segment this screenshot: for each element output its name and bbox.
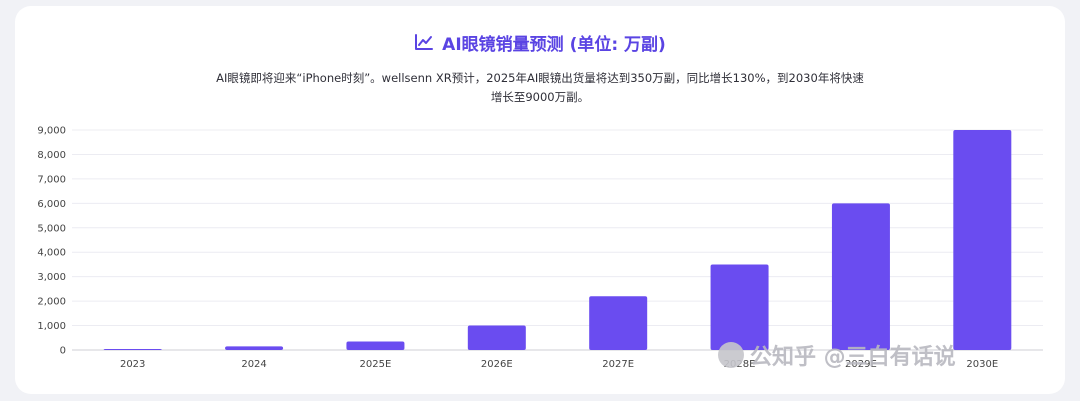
x-tick-label: 2030E <box>966 359 998 370</box>
x-tick-label: 2023 <box>120 359 145 370</box>
bar <box>467 325 526 350</box>
y-tick-label: 9,000 <box>37 126 66 137</box>
y-tick-label: 1,000 <box>37 321 66 332</box>
subtitle-line-1: AI眼镜即将迎来“iPhone时刻”。wellsenn XR预计，2025年AI… <box>216 71 864 85</box>
y-tick-label: 6,000 <box>37 199 66 210</box>
y-tick-label: 2,000 <box>37 297 66 308</box>
watermark-logo-icon <box>718 342 744 368</box>
x-tick-label: 2025E <box>360 359 392 370</box>
bar <box>589 296 648 350</box>
bar <box>346 341 405 350</box>
bar <box>103 349 162 350</box>
watermark-text: 公知乎 @三白有话说 <box>750 345 956 370</box>
y-tick-label: 4,000 <box>37 248 66 259</box>
y-tick-label: 0 <box>60 346 66 357</box>
line-chart-icon <box>415 34 434 50</box>
y-tick-label: 8,000 <box>37 150 66 161</box>
x-tick-label: 2024 <box>241 359 266 370</box>
bar <box>225 346 284 350</box>
bar <box>710 264 769 350</box>
x-tick-label: 2027E <box>602 359 634 370</box>
bar <box>953 130 1012 350</box>
y-tick-label: 7,000 <box>37 174 66 185</box>
x-tick-label: 2026E <box>481 359 513 370</box>
watermark: 公知乎 @三白有话说 <box>718 338 956 372</box>
subtitle-line-2: 增长至9000万副。 <box>490 90 590 104</box>
x-tick-label: 2029E <box>845 359 877 370</box>
y-tick-label: 5,000 <box>37 223 66 234</box>
y-tick-label: 3,000 <box>37 272 66 283</box>
bar <box>831 203 890 350</box>
chart-title: AI眼镜销量预测 (单位: 万副) <box>442 34 666 55</box>
chart-title-row: AI眼镜销量预测 (单位: 万副) <box>15 30 1065 55</box>
chart-card: AI眼镜销量预测 (单位: 万副) AI眼镜即将迎来“iPhone时刻”。wel… <box>15 6 1065 394</box>
chart-subtitle: AI眼镜即将迎来“iPhone时刻”。wellsenn XR预计，2025年AI… <box>210 69 870 107</box>
